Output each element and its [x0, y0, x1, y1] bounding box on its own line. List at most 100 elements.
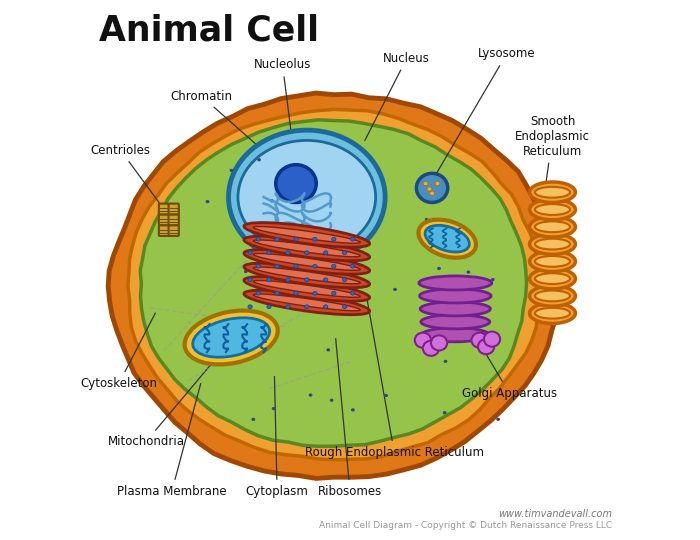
Ellipse shape — [206, 200, 209, 203]
Ellipse shape — [491, 278, 495, 281]
Ellipse shape — [484, 332, 500, 347]
Ellipse shape — [248, 251, 252, 254]
Ellipse shape — [286, 251, 290, 254]
Ellipse shape — [323, 278, 328, 282]
Ellipse shape — [244, 290, 370, 315]
Ellipse shape — [393, 288, 397, 291]
FancyBboxPatch shape — [169, 225, 178, 236]
Ellipse shape — [435, 194, 438, 198]
Ellipse shape — [535, 273, 570, 284]
Ellipse shape — [267, 251, 271, 254]
Ellipse shape — [313, 292, 317, 295]
Ellipse shape — [535, 204, 570, 215]
Ellipse shape — [256, 238, 260, 241]
Ellipse shape — [256, 264, 260, 268]
Ellipse shape — [253, 253, 360, 271]
Ellipse shape — [416, 173, 448, 202]
Text: Cytoskeleton: Cytoskeleton — [80, 313, 158, 390]
Ellipse shape — [421, 328, 489, 342]
Text: Centrioles: Centrioles — [90, 144, 172, 219]
Ellipse shape — [286, 278, 290, 282]
Text: Nucleolus: Nucleolus — [254, 58, 312, 167]
Ellipse shape — [332, 292, 336, 295]
Ellipse shape — [351, 264, 355, 268]
Ellipse shape — [275, 264, 279, 268]
Polygon shape — [140, 120, 526, 446]
Ellipse shape — [423, 341, 439, 356]
Ellipse shape — [427, 187, 432, 191]
Ellipse shape — [253, 267, 360, 284]
Ellipse shape — [421, 315, 490, 329]
Ellipse shape — [238, 140, 376, 254]
FancyBboxPatch shape — [159, 214, 169, 225]
Ellipse shape — [351, 408, 355, 411]
Text: Smooth
Endoplasmic
Reticulum: Smooth Endoplasmic Reticulum — [515, 114, 590, 211]
Ellipse shape — [431, 335, 447, 350]
Ellipse shape — [535, 221, 570, 232]
Ellipse shape — [248, 305, 252, 308]
Ellipse shape — [326, 348, 330, 352]
Ellipse shape — [313, 238, 317, 241]
Ellipse shape — [425, 218, 428, 221]
Ellipse shape — [384, 394, 388, 397]
Ellipse shape — [472, 333, 488, 348]
Ellipse shape — [323, 251, 328, 254]
Ellipse shape — [286, 305, 290, 308]
Ellipse shape — [304, 251, 309, 254]
Ellipse shape — [294, 238, 298, 241]
Ellipse shape — [309, 394, 312, 397]
Text: Animal Cell: Animal Cell — [99, 14, 319, 48]
Ellipse shape — [529, 303, 575, 323]
Text: Mitochondria: Mitochondria — [107, 341, 230, 448]
Ellipse shape — [345, 247, 349, 250]
Ellipse shape — [185, 310, 278, 365]
Ellipse shape — [529, 199, 575, 220]
Ellipse shape — [419, 289, 491, 303]
Ellipse shape — [419, 220, 476, 258]
Ellipse shape — [272, 407, 276, 410]
Ellipse shape — [535, 239, 570, 249]
Ellipse shape — [332, 264, 336, 268]
Ellipse shape — [529, 251, 575, 272]
Text: www.timvandevall.com: www.timvandevall.com — [498, 509, 612, 519]
Ellipse shape — [244, 236, 370, 261]
Text: Plasma Membrane: Plasma Membrane — [117, 383, 227, 498]
Ellipse shape — [419, 276, 491, 290]
Text: Rough Endoplasmic Reticulum: Rough Endoplasmic Reticulum — [304, 297, 484, 459]
Ellipse shape — [444, 360, 447, 363]
Text: Cytoplasm: Cytoplasm — [246, 376, 309, 498]
Ellipse shape — [244, 270, 248, 273]
Ellipse shape — [267, 278, 271, 282]
Ellipse shape — [437, 267, 441, 270]
Ellipse shape — [193, 318, 270, 357]
Ellipse shape — [275, 292, 279, 295]
Ellipse shape — [342, 251, 346, 254]
Ellipse shape — [351, 292, 355, 295]
Ellipse shape — [323, 305, 328, 308]
Ellipse shape — [267, 305, 271, 308]
Text: Lysosome: Lysosome — [433, 48, 536, 179]
Ellipse shape — [425, 225, 469, 252]
Ellipse shape — [529, 217, 575, 237]
Polygon shape — [128, 110, 540, 460]
Text: Ribosomes: Ribosomes — [318, 339, 382, 498]
Ellipse shape — [332, 238, 336, 241]
Ellipse shape — [529, 268, 575, 289]
Ellipse shape — [222, 362, 225, 366]
Ellipse shape — [430, 191, 435, 195]
Ellipse shape — [535, 291, 570, 301]
Ellipse shape — [294, 292, 298, 295]
Ellipse shape — [529, 286, 575, 306]
Ellipse shape — [342, 305, 346, 308]
Ellipse shape — [330, 399, 333, 402]
Ellipse shape — [466, 271, 470, 274]
Ellipse shape — [313, 264, 317, 268]
Ellipse shape — [244, 263, 370, 288]
Ellipse shape — [253, 240, 360, 257]
Ellipse shape — [535, 256, 570, 267]
Ellipse shape — [424, 181, 428, 186]
Text: Nucleus: Nucleus — [365, 52, 430, 140]
Ellipse shape — [253, 294, 360, 311]
Ellipse shape — [420, 302, 491, 316]
Ellipse shape — [529, 234, 575, 254]
